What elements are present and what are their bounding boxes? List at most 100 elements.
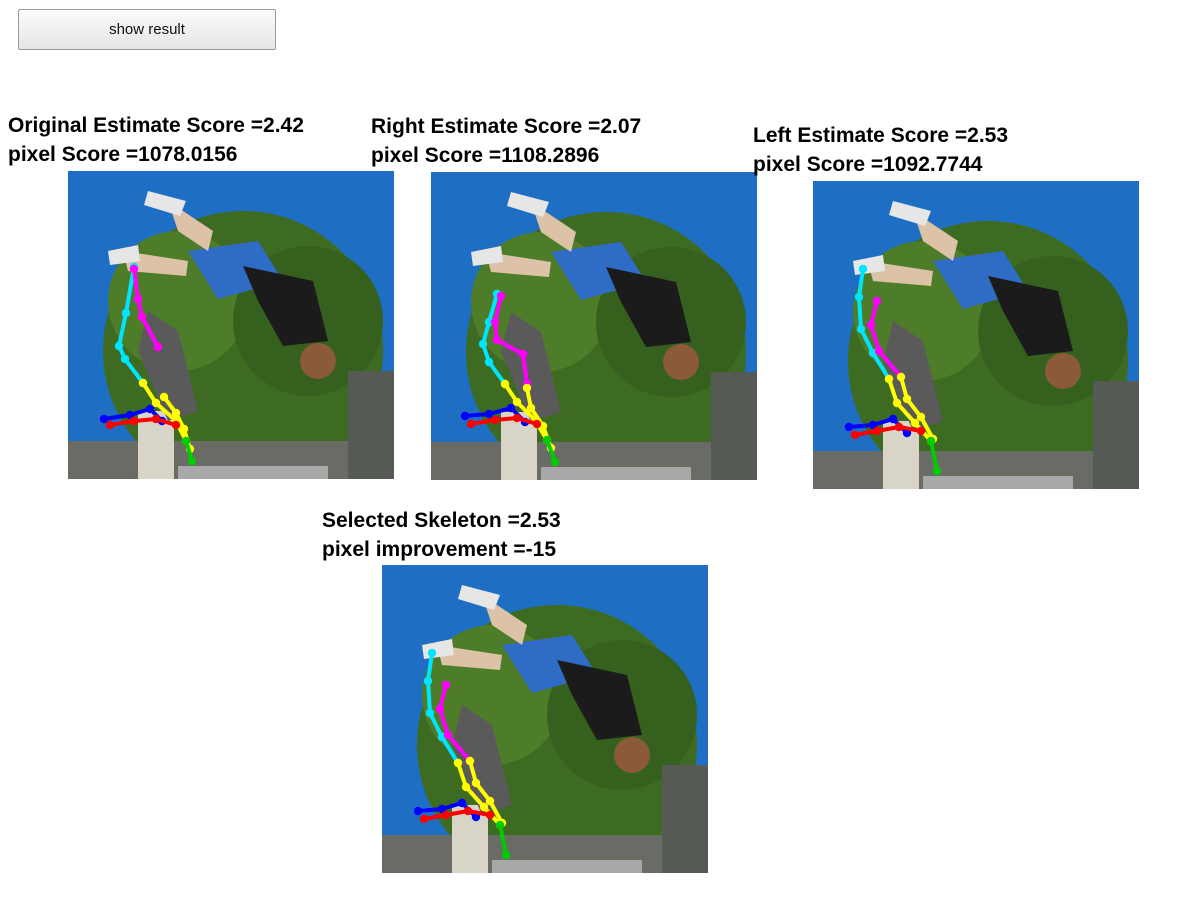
person-head — [300, 343, 336, 379]
pose-image-selected — [382, 565, 708, 873]
building-right — [711, 372, 757, 480]
railing — [492, 860, 642, 873]
panel-right-pixel-score: pixel Score =1108.2896 — [371, 144, 600, 167]
skeleton-limb-magenta-joint — [443, 730, 453, 740]
skeleton-limb-blue-joint — [506, 403, 516, 413]
pose-image-right — [431, 172, 757, 480]
skeleton-limb-magenta-joint — [441, 680, 451, 690]
skeleton-limb-blue-joint — [457, 798, 467, 808]
skeleton-limb-red-joint — [129, 416, 139, 426]
person-shoe-top — [889, 201, 931, 226]
skeleton-limb-yellow-2-joint — [159, 392, 169, 402]
skeleton-limb-yellow-2-joint — [902, 394, 912, 404]
skeleton-limb-cyan-joint — [484, 317, 494, 327]
skeleton-limb-magenta-joint — [518, 349, 528, 359]
skeleton-limb-cyan-joint — [478, 339, 488, 349]
person-shorts — [243, 266, 328, 346]
skeleton-limb-cyan-joint — [427, 648, 437, 658]
person-arm-shadow — [501, 312, 561, 422]
person-shoe-top — [458, 585, 500, 610]
skeleton-limb-blue-joint — [888, 414, 898, 424]
person-arm-shadow — [452, 705, 512, 815]
skeleton-limb-magenta-joint — [496, 291, 506, 301]
panel-original-score: Original Estimate Score =2.42 — [8, 114, 304, 137]
skeleton-limb-blue-joint — [868, 420, 878, 430]
skeleton-limb-red-joint — [463, 806, 473, 816]
skeleton-limb-cyan-joint — [120, 354, 130, 364]
skeleton-limb-red-joint — [512, 413, 522, 423]
pose-figure-left — [813, 181, 1139, 489]
skeleton-limb-magenta-joint — [490, 317, 500, 327]
skeleton-limb-red — [422, 809, 492, 821]
skeleton-limb-blue-joint — [145, 404, 155, 414]
panel-left-pixel-score: pixel Score =1092.7744 — [753, 153, 983, 176]
skeleton-limb-green — [929, 439, 939, 473]
skeleton-limb-green-joint — [932, 466, 942, 476]
railing — [541, 467, 691, 480]
skeleton-limb-red-joint — [916, 426, 926, 436]
skeleton-limb-yellow-2-joint — [916, 412, 926, 422]
pose-image-left — [813, 181, 1139, 489]
show-result-button[interactable]: show result — [18, 9, 276, 50]
railing — [178, 466, 328, 479]
railing — [923, 476, 1073, 489]
skeleton-overlay — [460, 289, 560, 467]
skeleton-limb-yellow-2-joint — [485, 796, 495, 806]
skeleton-limb-yellow-2-joint — [896, 372, 906, 382]
skeleton-limb-yellow-joint — [479, 802, 489, 812]
person-head — [1045, 353, 1081, 389]
panel-selected-title: Selected Skeleton =2.53 pixel improvemen… — [322, 506, 561, 564]
skeleton-limb-magenta — [438, 683, 472, 763]
skeleton-limb-cyan-joint — [423, 676, 433, 686]
skeleton-limb-blue-joint — [413, 806, 423, 816]
skeleton-limb-green-joint — [550, 457, 560, 467]
skeleton-limb-yellow-joint — [512, 397, 522, 407]
skeleton-limb-magenta-joint — [129, 264, 139, 274]
skeleton-limb-magenta-joint — [492, 335, 502, 345]
skeleton-limb-magenta-joint — [133, 294, 143, 304]
skeleton-limb-cyan-joint — [114, 341, 124, 351]
skeleton-limb-yellow-joint — [151, 398, 161, 408]
person-shoe-top — [507, 192, 549, 217]
skeleton-limb-yellow-joint — [910, 418, 920, 428]
skeleton-limb-green-joint — [542, 435, 552, 445]
skeleton-limb-red-joint — [151, 414, 161, 424]
stone-column — [452, 805, 488, 873]
person-shoe-left — [471, 246, 503, 266]
skeleton-limb-red-joint — [105, 420, 115, 430]
panel-original-pixel-score: pixel Score =1078.0156 — [8, 143, 238, 166]
panel-left-score: Left Estimate Score =2.53 — [753, 124, 1009, 147]
skeleton-limb-yellow-joint — [892, 398, 902, 408]
skeleton-limb-yellow-2-joint — [179, 424, 189, 434]
skeleton-limb-green-joint — [495, 820, 505, 830]
stone-column — [883, 421, 919, 489]
building-right — [662, 765, 708, 873]
skeleton-limb-blue-joint — [460, 411, 470, 421]
panel-original-title: Original Estimate Score =2.42 pixel Scor… — [8, 111, 304, 169]
skeleton-limb-red-joint — [490, 415, 500, 425]
skeleton-limb-red — [853, 425, 923, 437]
building-right — [1093, 381, 1139, 489]
skeleton-limb-magenta-joint — [435, 704, 445, 714]
skeleton-limb-green-joint — [501, 850, 511, 860]
skeleton-limb-red-joint — [171, 420, 181, 430]
skeleton-limb-yellow-joint — [138, 378, 148, 388]
skeleton-limb-yellow-2-joint — [171, 408, 181, 418]
skeleton-limb-red-joint — [419, 814, 429, 824]
skeleton-limb-blue-joint — [471, 812, 481, 822]
skeleton-limb-magenta — [132, 267, 160, 349]
skeleton-limb-yellow-2-joint — [526, 403, 536, 413]
skeleton-limb-blue-joint — [99, 414, 109, 424]
skeleton-limb-green — [498, 823, 508, 857]
pose-figure-right — [431, 172, 757, 480]
skeleton-limb-yellow-2-joint — [465, 756, 475, 766]
skeleton-limb-yellow — [503, 382, 549, 442]
panel-right-title: Right Estimate Score =2.07 pixel Score =… — [371, 112, 641, 170]
pose-figure-selected — [382, 565, 708, 873]
skeleton-limb-yellow-joint — [453, 758, 463, 768]
skeleton-limb-red-joint — [485, 810, 495, 820]
skeleton-limb-blue-joint — [437, 804, 447, 814]
skeleton-limb-yellow-joint — [500, 379, 510, 389]
skeleton-limb-red-joint — [872, 426, 882, 436]
